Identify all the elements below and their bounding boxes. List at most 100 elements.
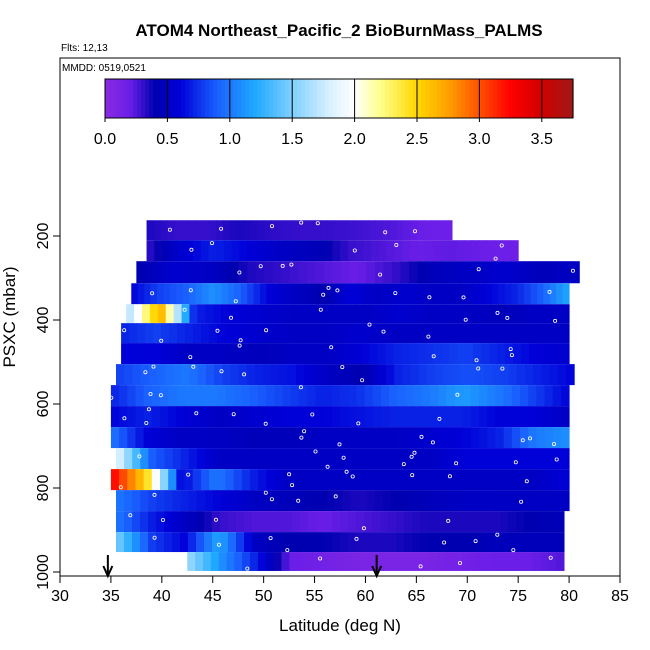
heatmap-cell [340, 469, 349, 491]
heatmap-cell [221, 304, 230, 324]
sample-point [313, 449, 318, 454]
heatmap-cell [140, 448, 149, 470]
colorbar-segment [217, 79, 222, 118]
heatmap-cell [329, 323, 338, 344]
sample-point [122, 328, 127, 333]
heatmap-cell [340, 261, 350, 284]
heatmap-cell [529, 304, 538, 324]
heatmap-cell [278, 240, 287, 262]
colorbar-segment [517, 79, 522, 118]
heatmap-cell [292, 283, 300, 305]
sample-point [144, 420, 149, 425]
heatmap-cell [347, 240, 357, 262]
heatmap-cell [536, 385, 546, 407]
heatmap-cell [253, 283, 261, 305]
heatmap-cell [225, 427, 235, 449]
x-tick-label: 65 [407, 588, 425, 605]
heatmap-cell [185, 240, 194, 262]
heatmap-cell [528, 385, 537, 407]
heatmap-cell [356, 427, 366, 449]
heatmap-cell [397, 385, 406, 407]
heatmap-cell [340, 427, 349, 449]
sample-point [191, 364, 196, 369]
heatmap-cell [285, 448, 295, 470]
heatmap-cell [487, 469, 496, 491]
heatmap-cell [389, 427, 398, 449]
sample-point [511, 548, 516, 553]
heatmap-cell [548, 552, 557, 571]
heatmap-cell [364, 469, 374, 491]
colorbar-segment [361, 79, 366, 118]
heatmap-cell [258, 385, 267, 407]
colorbar-segment [129, 79, 134, 118]
colorbar-segment [133, 79, 138, 118]
heatmap-cell [119, 385, 128, 407]
heatmap-cell [340, 532, 349, 553]
heatmap-cell [364, 406, 374, 428]
heatmap-cell [444, 511, 453, 533]
heatmap-cell [174, 220, 182, 241]
heatmap-cell [300, 304, 309, 324]
sample-point [285, 548, 290, 553]
heatmap-cell [463, 240, 473, 262]
heatmap-cell [379, 304, 388, 324]
colorbar-segment [253, 79, 258, 118]
colorbar-segment [381, 79, 386, 118]
sample-point [152, 492, 157, 497]
heatmap-cell [263, 364, 272, 386]
heatmap-cell [187, 552, 196, 571]
heatmap-cell [336, 364, 346, 386]
heatmap-cell [266, 406, 276, 428]
heatmap-cell [446, 469, 456, 491]
colorbar-segment [377, 79, 382, 118]
heatmap-cell [308, 532, 317, 553]
heatmap-cell [142, 304, 151, 324]
heatmap-cell [168, 469, 177, 491]
heatmap-cell [292, 304, 301, 324]
heatmap-cell [520, 385, 529, 407]
heatmap-cell [309, 240, 318, 262]
heatmap-cell [321, 323, 330, 344]
heatmap-cell [331, 469, 341, 491]
heatmap-cell [328, 364, 338, 386]
heatmap-cell [356, 532, 365, 553]
sample-point [148, 391, 153, 396]
heatmap-cell [433, 283, 441, 305]
heatmap-cell [485, 552, 494, 571]
heatmap-cell [497, 323, 506, 344]
heatmap-cell [189, 304, 198, 324]
heatmap-cell [210, 552, 220, 571]
heatmap-cell [188, 511, 197, 533]
colorbar-tick-label: 1.0 [219, 131, 241, 148]
heatmap-cell [135, 427, 145, 449]
colorbar-segment [149, 79, 154, 118]
heatmap-cell [380, 469, 390, 491]
heatmap-cell [391, 490, 400, 512]
heatmap-cell [162, 240, 171, 262]
heatmap-cell [137, 343, 146, 365]
heatmap-cell [214, 364, 223, 386]
heatmap-cell [252, 511, 261, 533]
heatmap-cell [409, 240, 419, 262]
colorbar-segment [193, 79, 198, 118]
heatmap-cell [200, 406, 210, 428]
heatmap-cell [143, 385, 153, 407]
heatmap-cell [250, 220, 259, 241]
heatmap-cell [479, 385, 488, 407]
heatmap-cell [310, 490, 319, 512]
heatmap-cell [431, 448, 441, 470]
heatmap-cell [560, 406, 570, 428]
heatmap-cell [359, 552, 369, 571]
heatmap-cell [297, 343, 306, 365]
heatmap-cell [487, 240, 496, 262]
heatmap-cell [477, 261, 487, 284]
heatmap-cell [405, 469, 415, 491]
heatmap-cell [260, 283, 267, 305]
heatmap-cell [225, 343, 234, 365]
heatmap-cell [368, 220, 377, 241]
colorbar-segment [353, 79, 358, 118]
heatmap-cell [298, 283, 306, 305]
heatmap-cell [196, 448, 206, 470]
heatmap-cell [545, 261, 555, 284]
